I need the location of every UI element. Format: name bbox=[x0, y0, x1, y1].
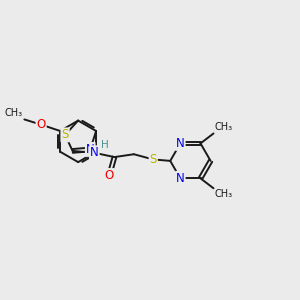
Text: CH₃: CH₃ bbox=[215, 122, 233, 132]
Text: O: O bbox=[37, 118, 46, 131]
Text: H: H bbox=[101, 140, 108, 150]
Text: N: N bbox=[90, 146, 99, 159]
Text: O: O bbox=[105, 169, 114, 182]
Text: CH₃: CH₃ bbox=[5, 108, 23, 118]
Text: N: N bbox=[176, 137, 185, 150]
Text: CH₃: CH₃ bbox=[215, 189, 233, 200]
Text: S: S bbox=[149, 153, 157, 166]
Text: N: N bbox=[86, 143, 94, 156]
Text: N: N bbox=[176, 172, 185, 185]
Text: S: S bbox=[61, 128, 69, 141]
